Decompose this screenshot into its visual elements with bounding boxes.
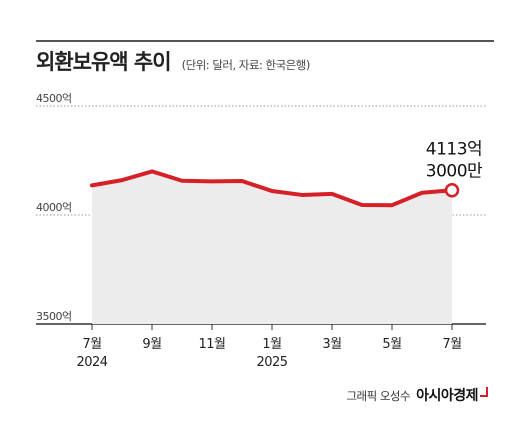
graphic-credit: 그래픽 오성수 [346, 389, 411, 403]
brand-mark-icon [480, 387, 488, 397]
x-tick-label: 11월 [198, 337, 225, 352]
x-tick-label: 7월 [82, 337, 101, 352]
last-point-marker [444, 183, 460, 198]
y-tick-label: 4500억 [36, 92, 72, 105]
series-line [90, 169, 454, 208]
x-tick-year-label: 2024 [76, 355, 107, 370]
x-tick-label: 7월 [442, 337, 461, 352]
area-layer [92, 171, 452, 324]
x-tick-label: 5월 [382, 337, 401, 352]
data-label-line2: 3000만 [426, 161, 483, 181]
x-tick-label: 3월 [322, 337, 341, 352]
y-tick-label: 3500억 [36, 310, 72, 323]
x-tick-label: 9월 [142, 337, 161, 352]
data-label-line1: 4113억 [426, 139, 482, 159]
brand-logo-text: 아시아경제 [416, 388, 478, 404]
top-rule [36, 40, 494, 42]
chart-header: 외환보유액 추이 (단위: 달러, 자료: 한국은행) [36, 46, 310, 76]
chart-subtitle: (단위: 달러, 자료: 한국은행) [181, 58, 311, 72]
x-tick-year-label: 2025 [256, 355, 287, 370]
x-tick-label: 1월 [262, 337, 281, 352]
y-tick-label: 4000억 [36, 201, 72, 214]
chart-title: 외환보유액 추이 [36, 50, 172, 74]
line-layer [90, 169, 460, 208]
label-layer: 4500억 4000억 3500억 7월 2024 9월 11월 1월 2025 3월 5월 7월 41… [36, 92, 484, 370]
area-fill [92, 171, 452, 324]
footer-credit: 그래픽 오성수 아시아경제 [346, 385, 488, 405]
